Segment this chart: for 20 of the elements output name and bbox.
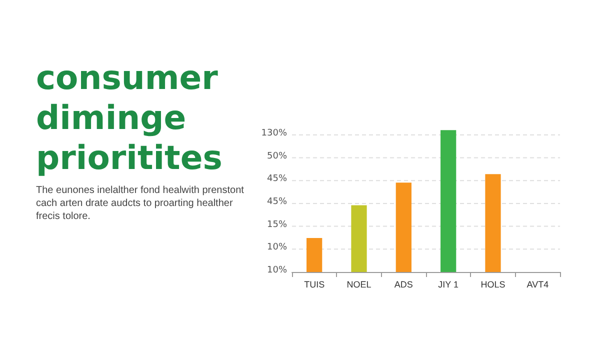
x-tick-label: HOLS (480, 280, 506, 290)
bar (440, 130, 456, 272)
bar (485, 174, 501, 272)
chart-title: consumer diminge prioritites (36, 58, 224, 178)
x-tick-label: NOEL (346, 280, 372, 290)
x-tick-label: TUIS (304, 280, 325, 290)
text: 10% (266, 266, 288, 276)
text: 10% (266, 242, 288, 253)
text: 45% (266, 174, 288, 184)
text: The eunones inelalther fond healwith prenstont cach arten drate audcts to proarting healther frecis tolore. (36, 184, 245, 223)
x-tick-label: AVT4 (526, 280, 549, 290)
text: 45% (266, 196, 288, 207)
text: 130% (261, 128, 288, 138)
bar (306, 238, 322, 272)
bar (351, 205, 367, 272)
x-tick-label: JIY 1 (438, 280, 459, 290)
bar (396, 182, 412, 272)
text: 50% (266, 151, 288, 162)
text: 15% (266, 220, 288, 230)
x-tick-label: ADS (394, 280, 413, 290)
